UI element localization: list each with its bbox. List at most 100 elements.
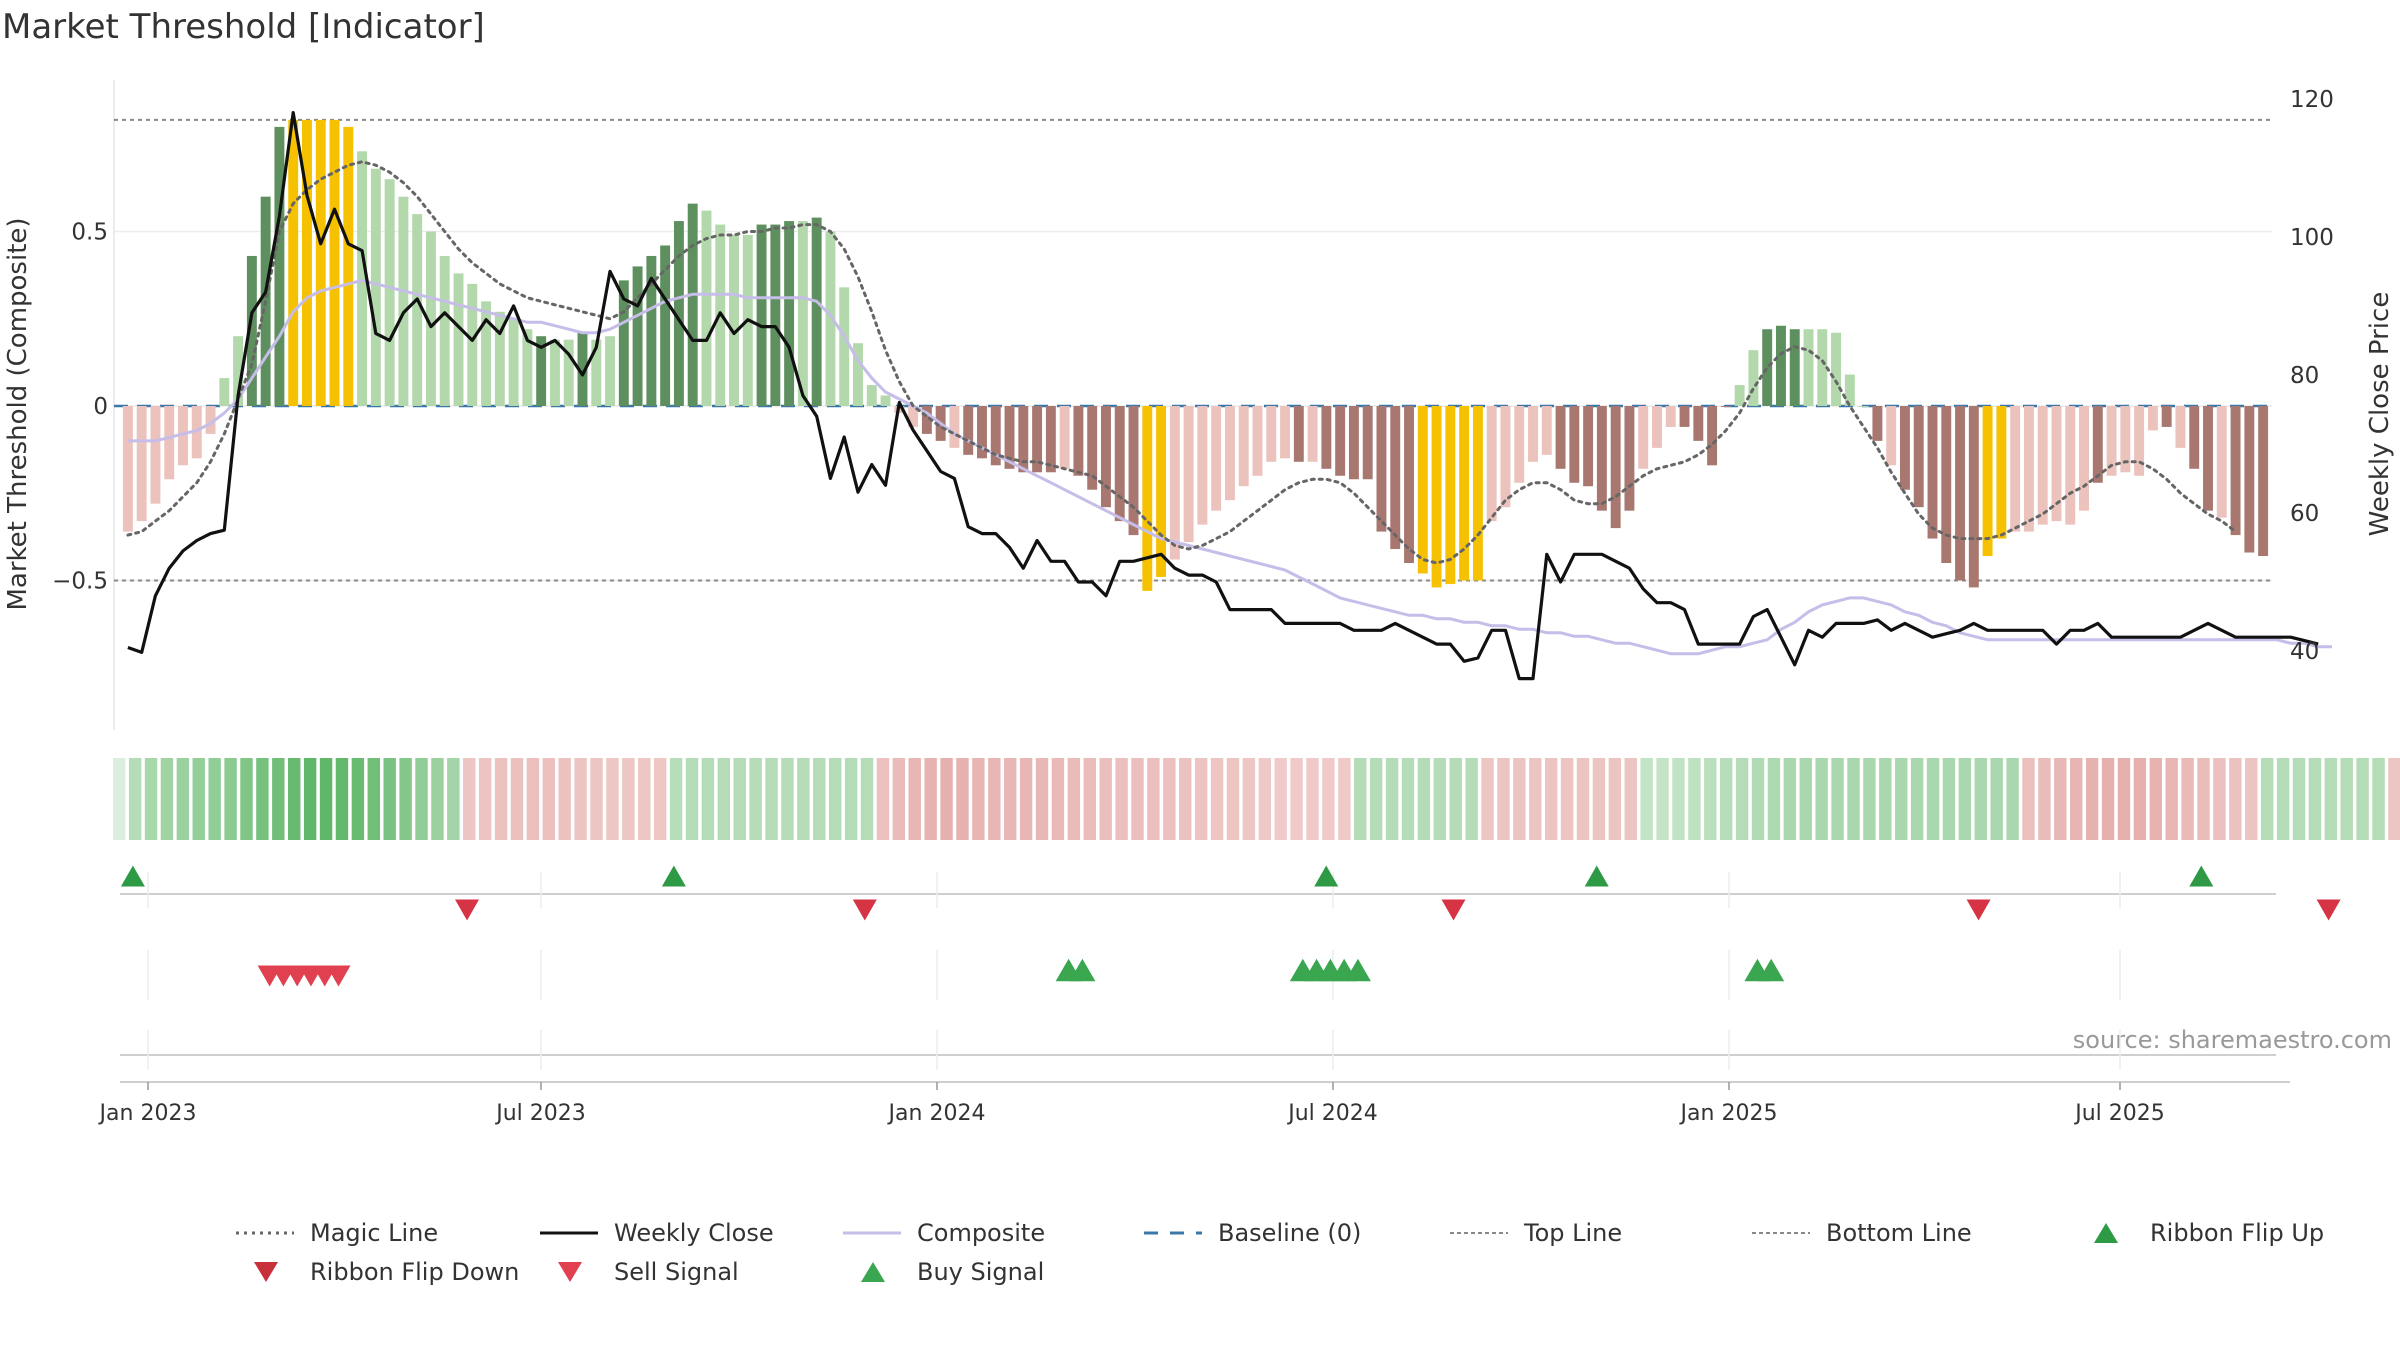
composite-bar [164, 405, 175, 480]
ribbon-cell [908, 758, 921, 840]
legend-label: Ribbon Flip Up [2150, 1219, 2324, 1247]
ribbon-cell [2388, 758, 2400, 840]
ribbon-cell [1529, 758, 1542, 840]
ribbon-cell [1656, 758, 1669, 840]
composite-bar [357, 151, 368, 406]
x-tick-label: Jul 2024 [1286, 1101, 1378, 1126]
composite-bar [2106, 405, 2117, 476]
left-axis-label: Market Threshold (Composite) [3, 217, 33, 610]
ribbon-cell [1592, 758, 1606, 840]
ribbon-cell [176, 758, 190, 840]
ribbon-cell [1147, 758, 1160, 840]
ribbon-cell [319, 758, 333, 840]
ribbon-cell [1497, 758, 1510, 840]
ribbon-flip-down-marker [1441, 899, 1466, 921]
legend: Magic Line Weekly Close Composite Baseline … [236, 1219, 2324, 1286]
composite-bar [1486, 405, 1497, 522]
ribbon-cell [1194, 758, 1208, 840]
main-panel: 0.5 0 −0.5 120 100 80 60 40 [52, 80, 2334, 730]
ribbon-cell [144, 758, 158, 840]
left-tick-label: 0.5 [71, 220, 108, 246]
ribbon-cell [303, 758, 317, 840]
ribbon-cell [1385, 758, 1399, 840]
ribbon-cell [1131, 758, 1144, 840]
ribbon-cell [494, 758, 508, 840]
ribbon-cell [813, 758, 826, 840]
ribbon-cell [224, 758, 237, 840]
composite-bar [1734, 385, 1745, 406]
x-tick-label: Jan 2023 [98, 1101, 197, 1126]
composite-bar [591, 339, 602, 406]
ribbon-cell [2101, 758, 2115, 840]
ribbon-cell [1751, 758, 1765, 840]
weekly-close-line [127, 110, 2319, 681]
ribbon-cell [1926, 758, 1940, 840]
ribbon-cell [1338, 758, 1351, 840]
ribbon-cell [256, 758, 269, 840]
ribbon-cell [2038, 758, 2051, 840]
ribbon-cell [1306, 758, 1319, 840]
composite-bar [1059, 405, 1070, 469]
ribbon-cell [1847, 758, 1860, 840]
composite-bar [1541, 405, 1552, 455]
ribbon-cell [2149, 758, 2163, 840]
composite-bar [1679, 405, 1690, 427]
composite-bar [1348, 405, 1359, 480]
ribbon-cell [717, 758, 731, 840]
composite-bar [1528, 405, 1538, 462]
composite-bar [1762, 329, 1773, 406]
ribbon-cell [2070, 758, 2083, 840]
ribbon-cell [876, 758, 890, 840]
ribbon-cell [1290, 758, 1303, 840]
chart-title: Market Threshold [Indicator] [2, 7, 485, 47]
ribbon-cell [1544, 758, 1558, 840]
composite-bar [1238, 405, 1249, 487]
ribbon-cell [2276, 758, 2290, 840]
ribbon-cell [463, 758, 476, 840]
composite-bar [1252, 405, 1263, 476]
composite-bar [2079, 405, 2089, 511]
composite-bar [1913, 405, 1924, 508]
ribbon-cell [1210, 758, 1224, 840]
ribbon-cell [1083, 758, 1096, 840]
composite-bar [1459, 405, 1470, 581]
ribbon-flip-up-marker [2189, 865, 2214, 887]
ribbon-flip-down-marker [2316, 899, 2341, 921]
composite-bar [1817, 329, 1828, 406]
composite-bar [2037, 405, 2048, 525]
composite-bar [1100, 405, 1111, 508]
composite-bar [1899, 405, 1910, 490]
ribbon-flip-up-marker [661, 865, 686, 887]
composite-bar [246, 255, 257, 406]
ribbon-cell [160, 758, 174, 840]
composite-bar [1610, 405, 1621, 529]
buy-signal-marker [1069, 958, 1096, 982]
composite-bar [315, 119, 326, 406]
composite-bars [122, 119, 2269, 591]
composite-bar [2189, 405, 2200, 469]
ribbon-cell [1688, 758, 1701, 840]
ribbon-cell [2165, 758, 2178, 840]
ribbon-cell [653, 758, 667, 840]
ribbon-cell [940, 758, 953, 840]
ribbon-cell [2213, 758, 2226, 840]
composite-bar [1087, 405, 1098, 490]
ribbon-cell [288, 758, 301, 840]
ribbon-cell [1735, 758, 1749, 840]
legend-label: Sell Signal [614, 1258, 739, 1286]
composite-bar [1665, 405, 1676, 427]
composite-bar [302, 119, 312, 406]
right-tick-label: 80 [2290, 363, 2319, 389]
composite-bar [2023, 405, 2034, 532]
composite-bar [2175, 405, 2186, 448]
composite-bar [2244, 405, 2255, 553]
composite-bar [508, 318, 519, 406]
composite-bar [1624, 405, 1635, 511]
ribbon-cell [781, 758, 794, 840]
ribbon-cell [606, 758, 619, 840]
ribbon-cell [1226, 758, 1240, 840]
composite-bar [839, 287, 850, 406]
ribbon-cell [2197, 758, 2210, 840]
composite-bar [205, 405, 216, 434]
composite-bar [1968, 405, 1979, 588]
